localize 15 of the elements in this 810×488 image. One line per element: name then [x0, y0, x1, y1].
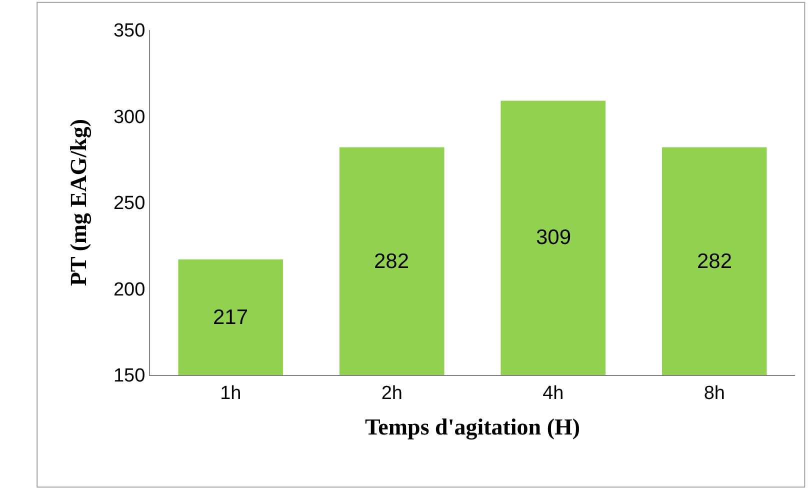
x-tick-label: 2h	[381, 382, 402, 404]
data-label: 282	[374, 250, 410, 273]
y-tick-label: 350	[113, 20, 146, 42]
y-tick-label: 250	[113, 193, 146, 214]
data-label: 309	[536, 226, 572, 249]
data-label: 217	[213, 306, 248, 329]
y-tick-label: 150	[113, 366, 146, 387]
y-tick-label: 200	[113, 279, 146, 300]
x-tick-label: 4h	[542, 382, 564, 404]
data-label: 282	[697, 250, 732, 273]
y-tick-label: 300	[113, 106, 146, 128]
x-tick-label: 8h	[704, 382, 725, 404]
x-tick-label: 1h	[220, 382, 242, 404]
y-axis-title: PT (mg EAG/kg)	[66, 119, 92, 286]
x-axis-title: Temps d'agitation (H)	[364, 414, 580, 440]
